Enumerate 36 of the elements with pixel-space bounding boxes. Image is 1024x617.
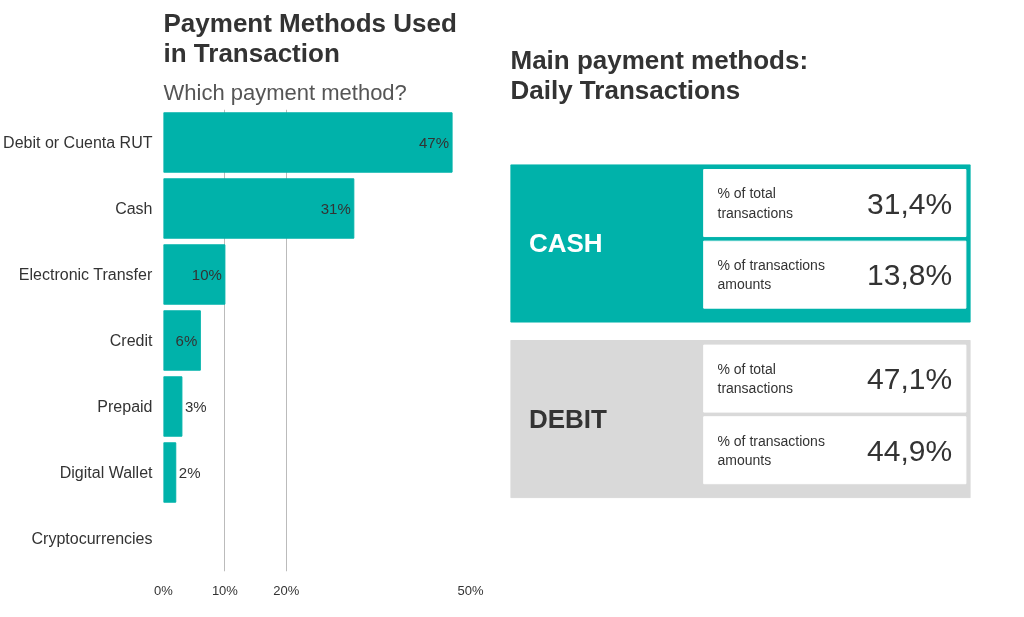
bar	[163, 244, 226, 305]
y-tick-label: Cryptocurrencies	[31, 530, 153, 547]
text: Main payment methods: Daily Transactions	[510, 44, 809, 105]
data-label: 44,9%	[867, 433, 953, 467]
data-label: 2%	[178, 464, 201, 481]
bar	[163, 310, 201, 371]
data-label: 47,1%	[867, 362, 953, 396]
data-label: 31,4%	[867, 186, 953, 220]
text: % of transactions amounts	[717, 432, 825, 468]
chart-title: Payment Methods Used in Transaction	[163, 7, 457, 68]
y-tick-label: Electronic Transfer	[18, 266, 153, 283]
y-tick-label: Debit or Cuenta RUT	[3, 134, 153, 151]
y-tick-label: Digital Wallet	[59, 464, 154, 481]
text: % of total transactions	[717, 361, 793, 397]
data-label: 31%	[320, 200, 351, 217]
series-label: % of total transactions	[717, 185, 793, 221]
category-label: DEBIT	[528, 404, 608, 435]
series-label: % of transactions amounts	[717, 257, 825, 293]
x-tick-label: 20%	[273, 582, 300, 598]
data-label: 47%	[418, 134, 450, 151]
x-tick-label: 50%	[457, 582, 484, 598]
bar	[163, 376, 183, 437]
data-label: 6%	[175, 332, 198, 349]
category-label: CASH	[528, 228, 603, 259]
data-label: 13,8%	[867, 258, 953, 292]
y-tick-label: Prepaid	[97, 398, 153, 415]
data-label: 3%	[184, 398, 207, 415]
chart-subtitle: Which payment method?	[163, 79, 407, 105]
x-tick-label: 10%	[211, 582, 239, 598]
bar	[163, 442, 177, 503]
y-tick-label: Cash	[115, 200, 153, 217]
bar	[163, 112, 453, 173]
x-tick-label: 0%	[154, 582, 174, 598]
data-label: 10%	[191, 266, 222, 283]
bar	[163, 178, 355, 239]
y-tick-label: Credit	[109, 332, 154, 349]
